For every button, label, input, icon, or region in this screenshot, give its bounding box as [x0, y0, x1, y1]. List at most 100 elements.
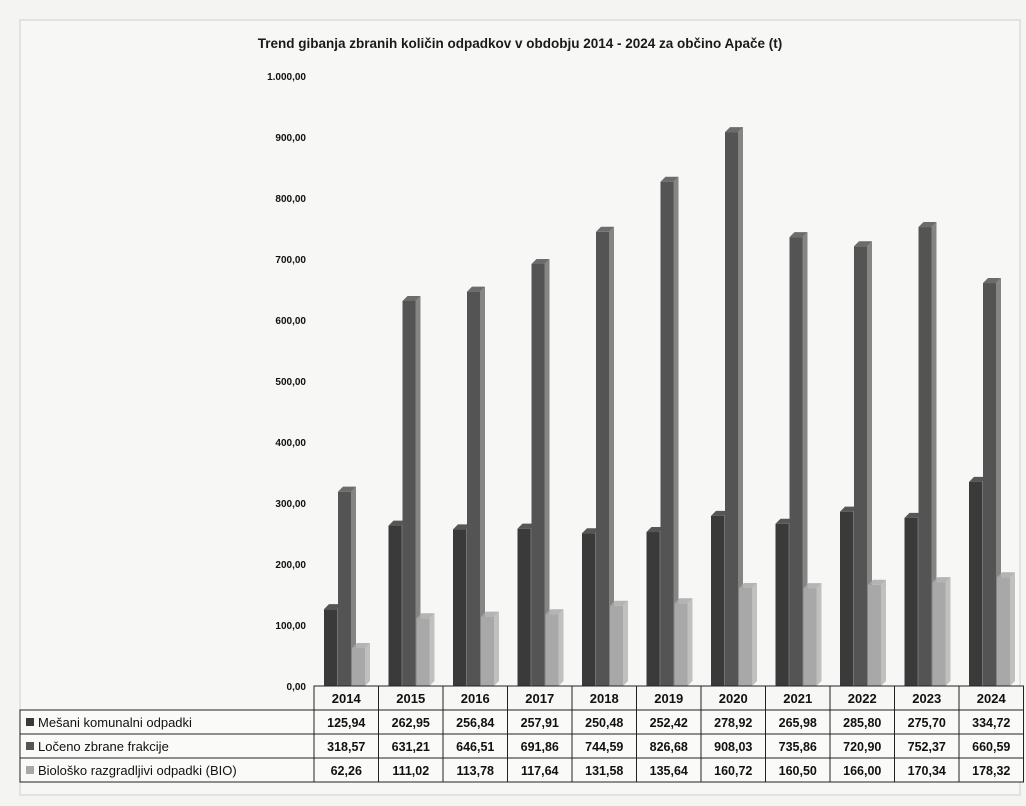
bar-side	[544, 258, 550, 686]
table-cell: 166,00	[843, 764, 881, 778]
bar-top	[453, 524, 471, 530]
y-tick-label: 500,00	[275, 377, 306, 388]
bar	[531, 258, 550, 686]
bar-side	[429, 613, 435, 686]
y-tick-label: 0,00	[287, 682, 307, 693]
category-label: 2021	[783, 691, 812, 706]
bar	[596, 226, 614, 686]
bar-front	[352, 648, 365, 686]
bar-front	[674, 603, 688, 686]
bar-front	[453, 529, 466, 686]
bar-side	[415, 295, 421, 686]
y-tick-label: 800,00	[275, 194, 306, 205]
table-cell: 735,86	[779, 740, 817, 754]
bar-top	[983, 278, 1001, 284]
bar-top	[725, 127, 743, 133]
data-table: 2014 2015 2016 2017 2018 2019 2020 2021 2022 2023…	[19, 685, 1024, 783]
bar-top	[775, 518, 794, 524]
bar-front	[854, 246, 867, 686]
bar-top	[854, 241, 872, 247]
bar-front	[660, 181, 674, 686]
bar-front	[545, 614, 559, 686]
bar-top	[660, 176, 679, 182]
bar-top	[324, 604, 342, 610]
series-name: Mešani komunalni odpadki	[38, 715, 192, 730]
table-cell: 752,37	[908, 740, 946, 754]
category-label: 2020	[719, 691, 748, 706]
bar-front	[969, 481, 982, 686]
bar-front	[932, 582, 946, 686]
table-cell: 252,42	[650, 716, 688, 730]
series-name: Biološko razgradljivi odpadki (BIO)	[38, 763, 237, 778]
bar-front	[416, 618, 430, 686]
table-cell: 160,72	[714, 764, 752, 778]
bar-top	[969, 476, 987, 482]
category-label: 2023	[912, 691, 941, 706]
bar	[854, 241, 872, 686]
y-tick-label: 100,00	[275, 621, 306, 632]
table-cell: 278,92	[714, 716, 752, 730]
bar-side	[738, 127, 743, 687]
bar-front	[983, 283, 996, 686]
bar-side	[623, 600, 628, 686]
bar-top	[711, 510, 729, 516]
table-cell: 125,94	[327, 716, 365, 730]
bar-top	[338, 486, 356, 492]
bar-top	[531, 258, 550, 264]
table-cell: 160,50	[779, 764, 817, 778]
bar-front	[517, 528, 531, 686]
table-cell: 334,72	[972, 716, 1010, 730]
bar-front	[739, 587, 752, 686]
category-label: 2017	[525, 691, 554, 706]
bar-top	[416, 613, 435, 619]
legend-swatch	[26, 718, 34, 726]
bar-front	[840, 511, 853, 686]
table-cell: 826,68	[650, 740, 688, 754]
bar-side	[351, 486, 356, 686]
bar	[868, 579, 886, 686]
bar	[467, 286, 485, 686]
y-tick-label: 600,00	[275, 316, 306, 327]
bar-side	[945, 577, 951, 686]
bar-side	[365, 643, 370, 686]
table-cell: 631,21	[392, 740, 430, 754]
bar	[997, 572, 1015, 686]
table-cell: 178,32	[972, 764, 1010, 778]
table-cell: 744,59	[585, 740, 623, 754]
table-cell: 691,86	[521, 740, 559, 754]
chart-title: Trend gibanja zbranih količin odpadkov v…	[258, 36, 783, 51]
bar-side	[752, 582, 757, 686]
bar-top	[789, 232, 808, 238]
legend-swatch	[26, 766, 34, 774]
bar-top	[545, 609, 564, 615]
table-cell: 720,90	[843, 740, 881, 754]
bar-top	[610, 600, 628, 606]
bar-top	[388, 520, 407, 526]
bar-top	[517, 523, 536, 529]
bar-top	[997, 572, 1015, 578]
table-cell: 62,26	[331, 764, 362, 778]
table-cell: 111,02	[392, 764, 429, 778]
bar-top	[352, 643, 370, 649]
category-label: 2015	[396, 691, 425, 706]
bar-top	[739, 582, 757, 588]
bar-front	[646, 532, 660, 686]
y-tick-label: 200,00	[275, 560, 306, 571]
bar	[352, 643, 370, 686]
bar	[610, 600, 628, 686]
bar-front	[725, 132, 738, 687]
bar-front	[868, 584, 881, 686]
category-label: 2022	[848, 691, 877, 706]
bar-side	[881, 579, 886, 686]
table-cell: 135,64	[650, 764, 688, 778]
table-cell: 131,58	[585, 764, 623, 778]
table-cell: 113,78	[456, 764, 494, 778]
table-cell: 318,57	[327, 740, 365, 754]
bar-front	[467, 291, 480, 686]
bar-side	[802, 232, 808, 686]
bar-front	[596, 231, 609, 686]
bar	[803, 583, 822, 686]
bar-front	[775, 523, 789, 686]
bar	[674, 598, 693, 686]
